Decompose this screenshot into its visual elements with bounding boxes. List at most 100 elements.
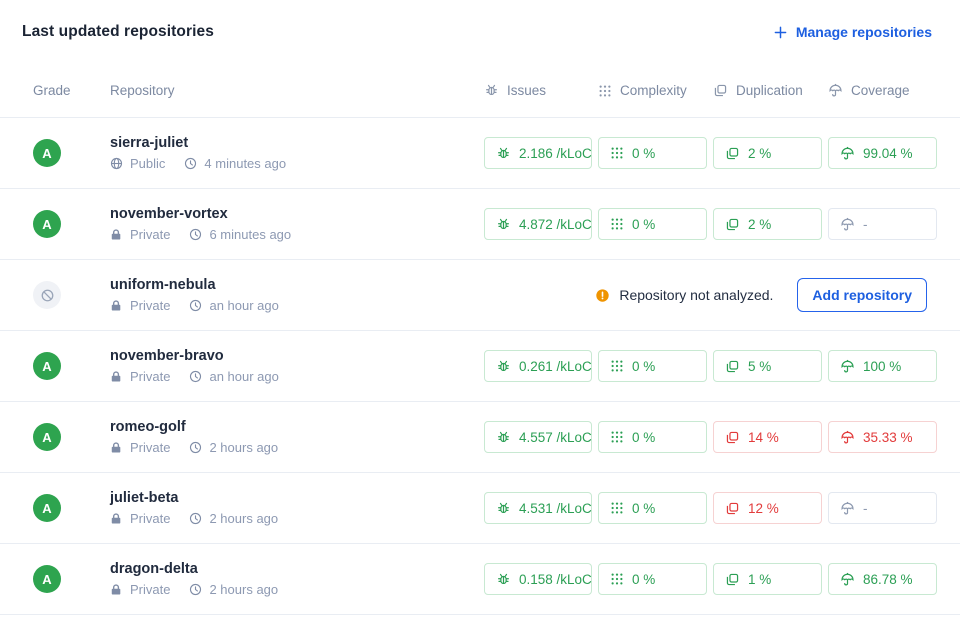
- grid-dots-icon: [611, 218, 623, 230]
- repo-row[interactable]: uniform-nebula Private an hour ago Repos…: [0, 260, 960, 331]
- column-header-duplication: Duplication: [713, 83, 822, 98]
- visibility-label: Private: [130, 298, 171, 313]
- umbrella-icon: [841, 501, 854, 514]
- repo-meta: Private 2 hours ago: [110, 440, 484, 455]
- not-analyzed-badge: [33, 281, 61, 309]
- issues-chip: 0.261 /kLoC: [484, 350, 592, 382]
- duplication-chip: 14 %: [713, 421, 822, 453]
- copy-icon: [726, 360, 739, 372]
- repo-row[interactable]: A dragon-delta Private 2 hours ago 0.158…: [0, 544, 960, 615]
- complexity-chip: 0 %: [598, 492, 707, 524]
- duplication-chip: 2 %: [713, 137, 822, 169]
- copy-icon: [726, 502, 739, 514]
- prohibited-icon: [41, 289, 53, 301]
- umbrella-icon: [829, 83, 842, 97]
- warning-icon: [595, 288, 610, 302]
- duplication-chip: 5 %: [713, 350, 822, 382]
- grade-badge: A: [33, 139, 61, 167]
- visibility-label: Public: [130, 156, 166, 171]
- grid-dots-icon: [611, 147, 623, 159]
- umbrella-icon: [841, 217, 854, 230]
- visibility-label: Private: [130, 511, 171, 526]
- umbrella-icon: [841, 359, 854, 372]
- repo-name-link[interactable]: dragon-delta: [110, 561, 198, 577]
- bug-icon: [498, 147, 509, 158]
- grade-badge: A: [33, 423, 61, 451]
- issues-chip: 4.531 /kLoC: [484, 492, 592, 524]
- lock-icon: [111, 442, 121, 453]
- coverage-chip: 100 %: [828, 350, 937, 382]
- clock-icon: [190, 512, 202, 525]
- umbrella-icon: [841, 430, 854, 443]
- clock-icon: [190, 583, 202, 596]
- visibility-label: Private: [130, 227, 171, 242]
- bug-icon: [486, 84, 497, 96]
- repo-name-link[interactable]: juliet-beta: [110, 490, 179, 506]
- lock-icon: [111, 371, 121, 382]
- clock-icon: [190, 441, 202, 454]
- duplication-chip: 2 %: [713, 208, 822, 240]
- copy-icon: [714, 84, 727, 97]
- repo-meta: Private 2 hours ago: [110, 582, 484, 597]
- clock-icon: [190, 370, 202, 383]
- repo-name-link[interactable]: november-vortex: [110, 206, 228, 222]
- bug-icon: [498, 573, 509, 584]
- complexity-chip: 0 %: [598, 421, 707, 453]
- complexity-chip: 0 %: [598, 137, 707, 169]
- bug-icon: [498, 218, 509, 229]
- copy-icon: [726, 431, 739, 443]
- repo-name-link[interactable]: romeo-golf: [110, 419, 186, 435]
- complexity-chip: 0 %: [598, 563, 707, 595]
- grade-badge: A: [33, 494, 61, 522]
- clock-icon: [185, 157, 197, 170]
- repo-name-link[interactable]: november-bravo: [110, 348, 224, 364]
- repo-meta: Private an hour ago: [110, 369, 484, 384]
- grid-dots-icon: [611, 573, 623, 585]
- manage-repositories-link[interactable]: Manage repositories: [774, 24, 932, 40]
- updated-label: an hour ago: [209, 298, 279, 313]
- repo-row[interactable]: A november-bravo Private an hour ago 0.2…: [0, 331, 960, 402]
- repo-meta: Public 4 minutes ago: [110, 156, 484, 171]
- issues-chip: 2.186 /kLoC: [484, 137, 592, 169]
- repo-name-link[interactable]: uniform-nebula: [110, 277, 216, 293]
- coverage-chip: -: [828, 208, 937, 240]
- lock-icon: [111, 513, 121, 524]
- column-header-issues: Issues: [484, 83, 592, 98]
- bug-icon: [498, 360, 509, 371]
- lock-icon: [111, 584, 121, 595]
- column-header-repository: Repository: [110, 83, 175, 98]
- repo-name-link[interactable]: sierra-juliet: [110, 135, 189, 151]
- repo-row[interactable]: A sierra-juliet Public 4 minutes ago 2.1…: [0, 118, 960, 189]
- grid-dots-icon: [611, 502, 623, 514]
- repo-meta: Private 6 minutes ago: [110, 227, 484, 242]
- manage-repositories-label: Manage repositories: [795, 24, 932, 40]
- updated-label: 2 hours ago: [209, 582, 279, 597]
- repo-row[interactable]: A juliet-beta Private 2 hours ago 4.531 …: [0, 473, 960, 544]
- clock-icon: [190, 228, 202, 241]
- umbrella-icon: [841, 572, 854, 585]
- repo-meta: Private 2 hours ago: [110, 511, 484, 526]
- repo-row[interactable]: A romeo-golf Private 2 hours ago 4.557 /…: [0, 402, 960, 473]
- table-header-row: Grade Repository Issues Complexity Dupli…: [0, 64, 960, 118]
- column-header-coverage: Coverage: [828, 83, 937, 98]
- lock-icon: [111, 229, 121, 240]
- issues-chip: 4.557 /kLoC: [484, 421, 592, 453]
- grade-badge: A: [33, 565, 61, 593]
- coverage-chip: 99.04 %: [828, 137, 937, 169]
- repo-row[interactable]: A november-vortex Private 6 minutes ago …: [0, 189, 960, 260]
- updated-label: 6 minutes ago: [209, 227, 292, 242]
- add-repository-button[interactable]: Add repository: [797, 278, 927, 312]
- bug-icon: [498, 502, 509, 513]
- bug-icon: [498, 431, 509, 442]
- globe-icon: [110, 157, 123, 170]
- panel-header: Last updated repositories Manage reposit…: [0, 0, 960, 64]
- updated-label: 4 minutes ago: [204, 156, 287, 171]
- issues-chip: 0.158 /kLoC: [484, 563, 592, 595]
- coverage-chip: 35.33 %: [828, 421, 937, 453]
- issues-chip: 4.872 /kLoC: [484, 208, 592, 240]
- page-title: Last updated repositories: [22, 23, 214, 40]
- lock-icon: [111, 300, 121, 311]
- column-header-grade: Grade: [33, 83, 71, 98]
- not-analyzed-message: Repository not analyzed.: [595, 287, 773, 303]
